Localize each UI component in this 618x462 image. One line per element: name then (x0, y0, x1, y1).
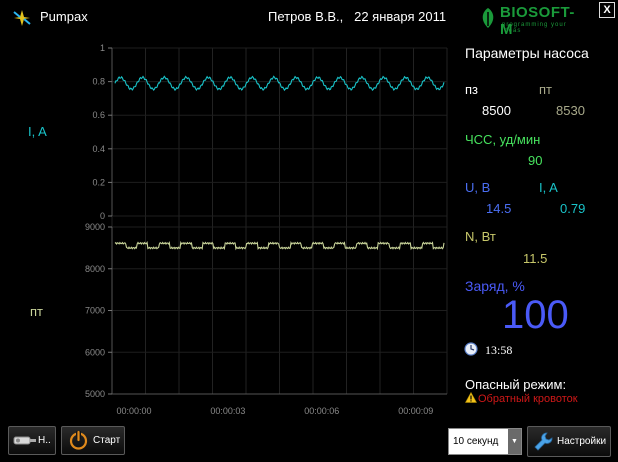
x-tick-label: 00:00:00 (116, 406, 151, 416)
header-user-date: Петров В.В., 22 января 2011 (268, 9, 447, 24)
settings-button-label: Настройки (557, 436, 607, 447)
y-tick-label: 5000 (85, 389, 105, 399)
pump-button[interactable]: Н.. (8, 426, 56, 455)
y-tick-label: 9000 (85, 222, 105, 232)
pt-label: пт (539, 82, 552, 97)
y-tick-label: 1 (100, 43, 105, 53)
voltage-label: U, В (465, 180, 491, 195)
pump-device-icon (13, 436, 36, 445)
current-label: I, A (539, 180, 558, 195)
settings-button[interactable]: Настройки (527, 426, 611, 457)
chart-label-rpm: пт (30, 304, 43, 319)
power-label: N, Вт (465, 229, 496, 244)
brand-leaf-icon (482, 8, 494, 28)
y-tick-label: 0 (100, 211, 105, 221)
brand-logo: BIOSOFT-M programming your ideas (478, 4, 582, 38)
pz-value: 8500 (482, 103, 511, 118)
pump-button-label: Н.. (38, 435, 51, 446)
y-tick-label: 6000 (85, 347, 105, 357)
y-tick-label: 7000 (85, 306, 105, 316)
danger-mode-label: Опасный режим: (465, 377, 567, 392)
x-tick-label: 00:00:06 (304, 406, 339, 416)
app-title: Pumpax (40, 9, 88, 24)
x-tick-label: 00:00:09 (398, 406, 433, 416)
brand-name: BIOSOFT-M (500, 4, 575, 38)
y-tick-label: 8000 (85, 264, 105, 274)
start-button[interactable]: Старт (61, 426, 125, 455)
charge-value: 100 (502, 293, 569, 337)
danger-mode-value: Обратный кровоток (478, 393, 578, 405)
heart-rate-label: ЧСС, уд/мин (465, 132, 541, 147)
y-tick-label: 0.4 (92, 144, 105, 154)
pz-label: пз (465, 82, 478, 97)
voltage-value: 14.5 (486, 201, 512, 216)
start-button-label: Старт (93, 435, 121, 446)
interval-select[interactable]: 10 секунд ▼ (448, 428, 522, 455)
pt-value: 8530 (556, 103, 585, 118)
interval-select-value: 10 секунд (453, 436, 499, 447)
y-tick-label: 0.8 (92, 77, 105, 87)
charge-label: Заряд, % (465, 278, 525, 294)
current-value: 0.79 (560, 201, 586, 216)
close-button[interactable]: X (599, 2, 615, 18)
heart-rate-value: 90 (528, 153, 543, 168)
panel-title: Параметры насоса (465, 45, 589, 61)
brand-tagline: programming your ideas (502, 22, 567, 34)
chevron-down-icon[interactable]: ▼ (508, 429, 521, 454)
chart-label-current: I, A (28, 124, 47, 139)
power-value: 11.5 (523, 251, 548, 266)
series-rpm-line (114, 240, 445, 251)
y-tick-label: 0.6 (92, 110, 105, 120)
power-icon (69, 430, 88, 450)
clock-time: 13:58 (485, 343, 513, 357)
x-tick-label: 00:00:03 (210, 406, 245, 416)
warning-icon (465, 392, 477, 403)
y-tick-label: 0.2 (92, 177, 105, 187)
pumpax-logo-icon (13, 10, 31, 26)
series-current-line (114, 75, 445, 92)
clock-icon (464, 342, 478, 356)
wrench-icon (534, 432, 553, 451)
